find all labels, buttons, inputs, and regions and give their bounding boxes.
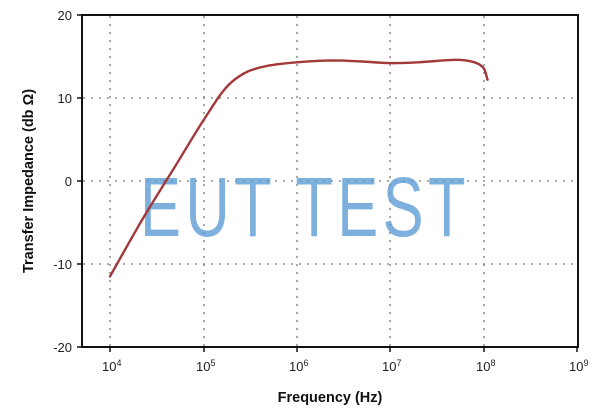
y-tick-label: 20 [58, 8, 72, 23]
x-tick-label: 106 [289, 358, 308, 374]
y-axis-title: Transfer Impedance (db Ω) [21, 89, 37, 273]
x-axis-title: Frequency (Hz) [278, 390, 383, 406]
y-tick-label: 10 [58, 91, 72, 106]
y-tick-label: -10 [53, 257, 72, 272]
x-tick-label: 108 [476, 358, 495, 374]
y-axis [77, 14, 82, 348]
x-axis [109, 347, 578, 352]
watermark: EUT TEST [140, 160, 470, 254]
x-tick-label: 105 [196, 358, 215, 374]
y-tick-label: 0 [65, 174, 72, 189]
data-line [108, 58, 489, 278]
y-tick-labels: 20 10 0 -10 -20 [53, 8, 72, 355]
x-tick-label: 104 [102, 358, 121, 374]
x-tick-label: 107 [382, 358, 401, 374]
x-tick-label: 109 [569, 358, 588, 374]
x-tick-labels: 104 105 106 107 108 109 [102, 358, 588, 374]
y-tick-label: -20 [53, 340, 72, 355]
